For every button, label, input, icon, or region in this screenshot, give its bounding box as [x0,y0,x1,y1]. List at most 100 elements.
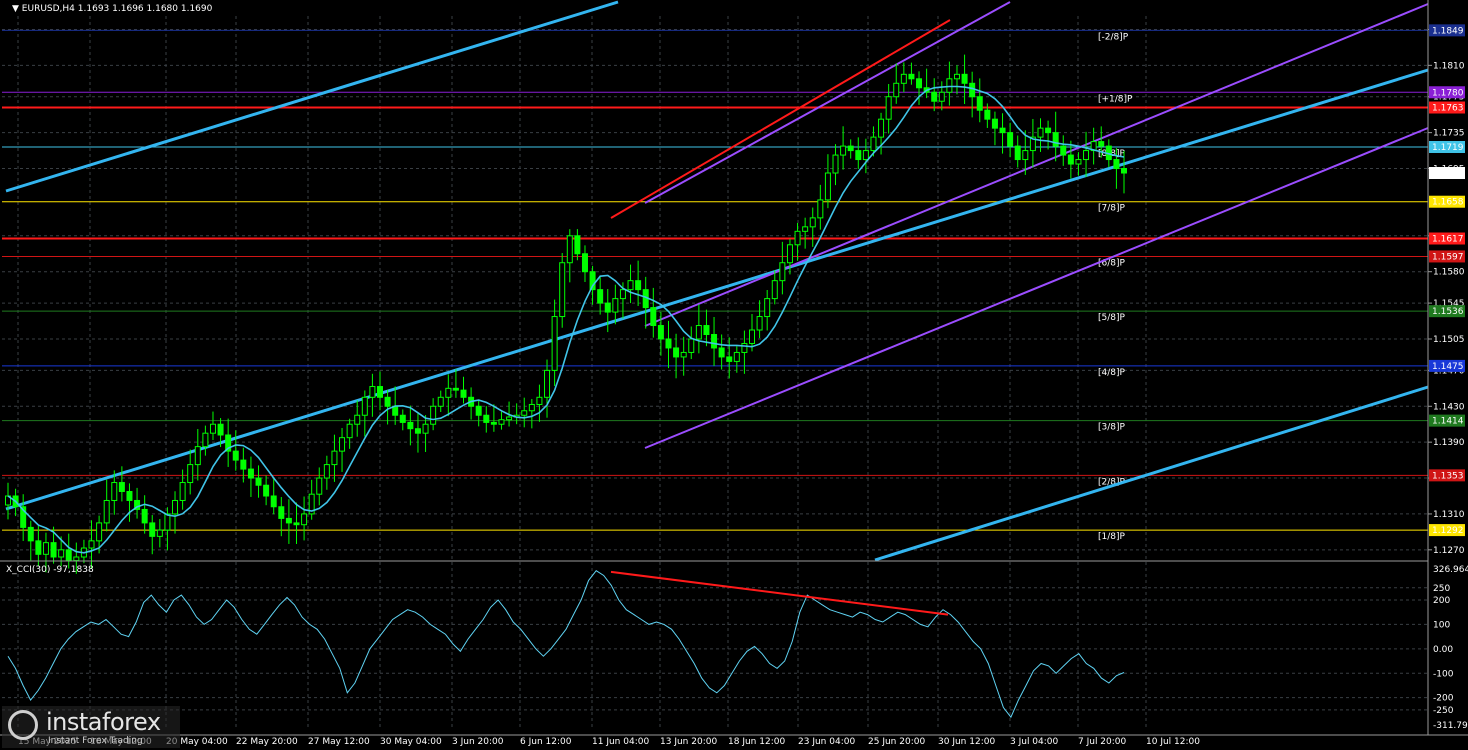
cci-subplot[interactable] [7,570,1125,719]
candle-body [1113,159,1120,170]
candle-body [786,244,793,264]
cci-divergence-line[interactable] [610,570,949,616]
candle-body [308,493,315,515]
candle-body [1022,150,1029,161]
price-level-box [1429,101,1465,114]
price-level-label: 1.1292 [1432,526,1464,536]
candle-body [323,464,330,479]
murrey-label: [5/8]P [1098,313,1126,323]
channel-line[interactable] [644,127,1429,449]
dropdown-triangle-icon[interactable]: ▼ [12,4,19,14]
candle-body [506,416,513,421]
price-level-box [1429,195,1465,208]
candle-body [802,226,809,232]
candle-body [164,513,171,531]
candle-body [194,446,201,466]
candle-body [392,405,399,416]
murrey-label: [3/8]P [1098,423,1126,433]
instaforex-logo-icon [8,710,38,740]
candle-body [544,369,551,398]
candle-body [847,145,854,152]
cci-header: X_CCI(30) -97,1838 [6,565,94,575]
candle-body [50,542,57,558]
price-tick-label: 1.1505 [1433,335,1465,345]
price-level-box [1429,140,1465,153]
candle-body [650,307,657,327]
candle-body [58,549,65,558]
price-tick-label: 1.1430 [1433,402,1465,412]
price-level-box [1429,86,1465,99]
candle-body [5,495,11,506]
candle-body [460,389,467,398]
price-level-box [1429,305,1465,318]
candle-body [20,506,27,528]
candle-body [35,540,42,555]
candle-body [134,499,141,510]
time-tick-label: 25 Jun 20:00 [868,737,925,747]
cci-tick-label: -311.7987 [1433,721,1468,731]
candle-body [809,217,816,228]
candle-body [840,145,847,156]
candle-body [209,423,216,434]
trendline[interactable] [5,0,619,193]
price-level-label: 1.1690 [1432,169,1464,179]
candle-body [1121,168,1127,174]
candle-body [422,423,429,434]
candle-body [1052,132,1059,147]
candle-body [339,437,346,452]
time-tick-label: 3 Jul 04:00 [1010,737,1059,747]
regression-line[interactable] [610,19,951,219]
murrey-label: [+1/8]P [1098,94,1133,104]
trendline[interactable] [5,68,1429,511]
murrey-label: [2/8]P [1098,477,1126,487]
time-tick-label: 11 Jun 04:00 [592,737,649,747]
candle-body [893,82,900,98]
candle-body [680,351,687,358]
candle-body [103,499,110,524]
price-tick-label: 1.1810 [1433,61,1465,71]
candle-body [832,154,839,174]
murrey-label: [7/8]P [1098,204,1126,214]
candle-body [475,405,482,416]
time-tick-label: 7 Jul 20:00 [1078,737,1127,747]
candle-body [908,73,915,80]
candle-body [756,316,763,331]
candle-body [627,280,634,291]
candle-body [1075,159,1082,165]
candle-body [1007,132,1014,147]
candle-body [931,91,938,102]
candle-body [361,396,368,416]
candle-body [437,396,444,407]
candle-body [377,386,383,398]
candle-body [1083,150,1090,161]
channel-line[interactable] [644,3,1429,327]
main-plot[interactable]: [-2/8]P[+1/8]P[8/8]P[7/8]P[6/8]P[5/8]P[4… [2,0,1429,574]
candle-body [695,325,702,340]
candle-body [414,428,421,434]
candles[interactable] [5,54,1127,574]
price-tick-label: 1.1735 [1433,129,1465,139]
cci-tick-label: 326.9647 [1433,565,1468,575]
candle-body [316,477,323,495]
time-tick-label: 6 Jun 12:00 [520,737,572,747]
candle-body [278,506,285,519]
channel-line[interactable] [644,1,1011,204]
candle-body [346,423,353,439]
candle-body [369,386,376,398]
murrey-label: [6/8]P [1098,258,1126,268]
instaforex-logo: instaforex Instant Forex Trading [2,706,180,748]
time-tick-label: 30 May 04:00 [380,737,442,747]
trendline[interactable] [874,385,1429,562]
cci-line[interactable] [7,570,1125,719]
candle-body [490,421,497,425]
candle-body [771,280,778,300]
candle-body [711,333,718,349]
candle-body [232,450,239,461]
price-level-box [1429,469,1465,482]
price-level-box [1429,359,1465,372]
moving-average-line[interactable] [7,85,1125,554]
candle-body [172,499,179,515]
cci-indicator-label: X_CCI(30) -97,1838 [6,565,94,575]
candle-body [263,484,270,497]
